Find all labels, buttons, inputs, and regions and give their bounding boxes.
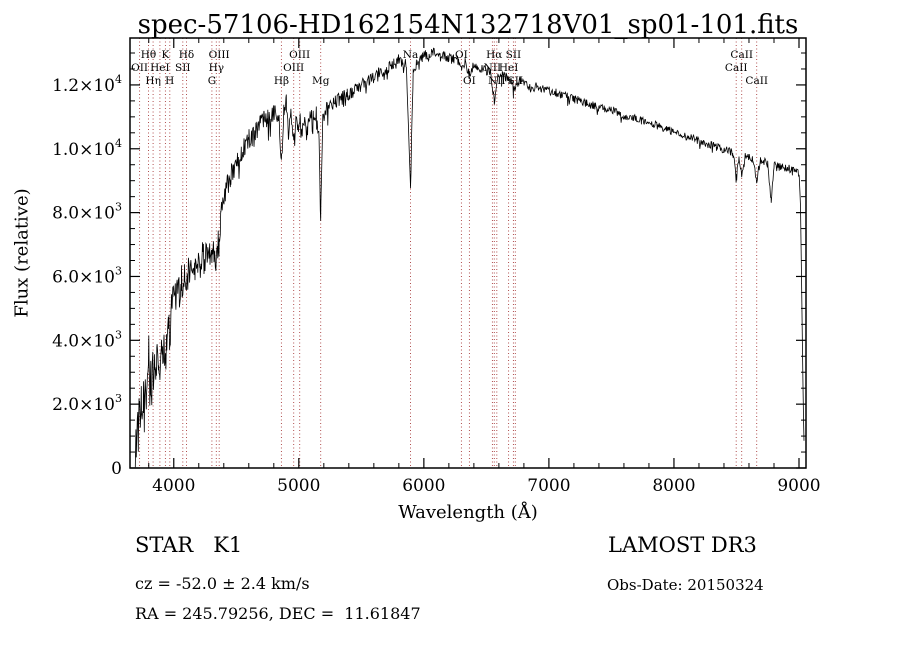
svg-text:9000: 9000: [777, 476, 820, 496]
x-axis-label: Wavelength (Å): [398, 502, 538, 523]
svg-text:OI: OI: [463, 75, 476, 87]
svg-text:HeI: HeI: [150, 62, 170, 74]
svg-text:CaII: CaII: [725, 62, 748, 74]
svg-text:SII: SII: [506, 49, 522, 61]
annotation-cz: cz = -52.0 ± 2.4 km/s: [135, 574, 310, 593]
svg-text:7000: 7000: [527, 476, 570, 496]
svg-text:1.0×104: 1.0×104: [52, 137, 122, 160]
svg-text:G: G: [208, 75, 216, 87]
svg-text:Hγ: Hγ: [209, 62, 224, 74]
svg-text:CaII: CaII: [730, 49, 753, 61]
svg-text:Hθ: Hθ: [141, 49, 156, 61]
svg-text:OII: OII: [131, 62, 148, 74]
annotation-coords: RA = 245.79256, DEC = 11.61847: [135, 604, 421, 623]
plot-title: spec-57106-HD162154N132718V01_sp01-101.f…: [137, 10, 799, 40]
svg-text:OIII: OIII: [209, 49, 230, 61]
svg-text:H: H: [165, 75, 174, 87]
svg-text:8.0×103: 8.0×103: [52, 201, 122, 224]
svg-text:4000: 4000: [152, 476, 195, 496]
svg-text:4.0×103: 4.0×103: [52, 328, 122, 351]
annotation-object-type: STAR K1: [135, 533, 243, 557]
svg-text:OIII: OIII: [283, 62, 304, 74]
svg-text:1.2×104: 1.2×104: [52, 73, 122, 96]
svg-text:K: K: [161, 49, 169, 61]
svg-text:6.0×103: 6.0×103: [52, 264, 122, 287]
svg-text:Mg: Mg: [312, 75, 330, 87]
svg-text:5000: 5000: [277, 476, 320, 496]
y-axis-label: Flux (relative): [11, 188, 33, 318]
annotation-obs-date: Obs-Date: 20150324: [607, 576, 764, 594]
svg-text:NII: NII: [488, 75, 505, 87]
svg-text:OIII: OIII: [289, 49, 310, 61]
svg-text:Na: Na: [403, 49, 418, 61]
svg-text:NII: NII: [484, 62, 501, 74]
svg-text:Hη: Hη: [145, 75, 160, 87]
svg-text:Hβ: Hβ: [274, 75, 289, 87]
svg-text:OI: OI: [455, 49, 468, 61]
svg-text:6000: 6000: [402, 476, 445, 496]
svg-text:HeI: HeI: [499, 62, 519, 74]
svg-text:SII: SII: [508, 75, 524, 87]
svg-text:Hα: Hα: [486, 49, 502, 61]
svg-text:Hδ: Hδ: [179, 49, 194, 61]
svg-text:SII: SII: [175, 62, 191, 74]
svg-text:8000: 8000: [652, 476, 695, 496]
svg-text:2.0×103: 2.0×103: [52, 392, 122, 415]
annotation-survey: LAMOST DR3: [608, 533, 757, 557]
spectrum-plot: 4000 5000 6000 7000 8000 9000 0 2.0×103 4.0×103 6…: [52, 37, 821, 496]
svg-text:0: 0: [111, 459, 122, 479]
svg-text:CaII: CaII: [745, 75, 768, 87]
